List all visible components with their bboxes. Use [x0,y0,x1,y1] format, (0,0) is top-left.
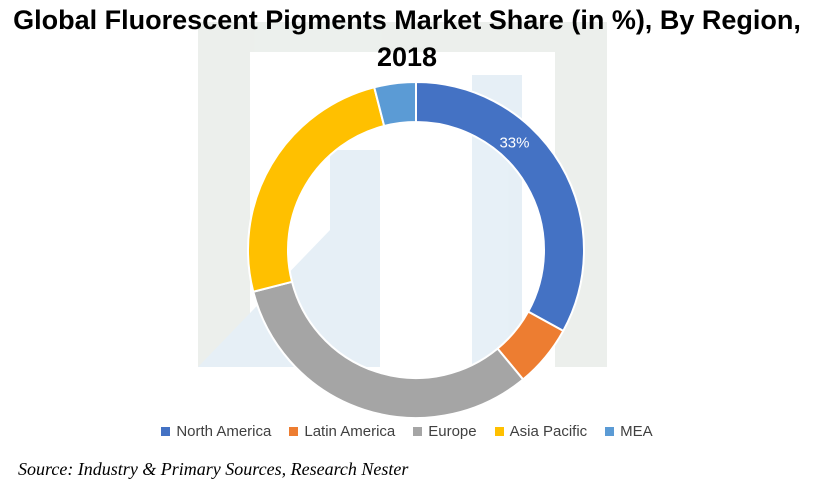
legend-label-europe: Europe [428,423,477,440]
chart-title-line-1: Global Fluorescent Pigments Market Share… [13,5,801,35]
legend-item-europe: Europe [413,423,477,440]
legend-swatch-asia-pacific [494,427,504,436]
legend: North America Latin America Europe Asia Pac… [0,423,814,440]
legend-swatch-latin-america [289,427,299,436]
legend-item-asia-pacific: Asia Pacific [494,423,588,440]
legend-swatch-europe [413,427,423,436]
slice-mea [373,80,417,128]
legend-item-mea: MEA [605,423,653,440]
legend-label-north-america: North America [176,423,272,440]
legend-label-mea: MEA [620,423,653,440]
slice-europe [252,280,525,419]
chart-title: Global Fluorescent Pigments Market Share… [0,2,814,76]
legend-swatch-north-america [161,427,171,436]
legend-item-latin-america: Latin America [289,423,395,440]
legend-item-north-america: North America [161,423,271,440]
source-note: Source: Industry & Primary Sources, Rese… [18,459,409,479]
data-label-north-america: 33% [499,135,529,152]
slice-asia-pacific [247,86,386,293]
slice-north-america [415,80,586,333]
legend-swatch-mea [605,427,615,436]
chart-title-line-2: 2018 [376,42,438,72]
legend-label-asia-pacific: Asia Pacific [509,423,588,440]
legend-label-latin-america: Latin America [304,423,396,440]
